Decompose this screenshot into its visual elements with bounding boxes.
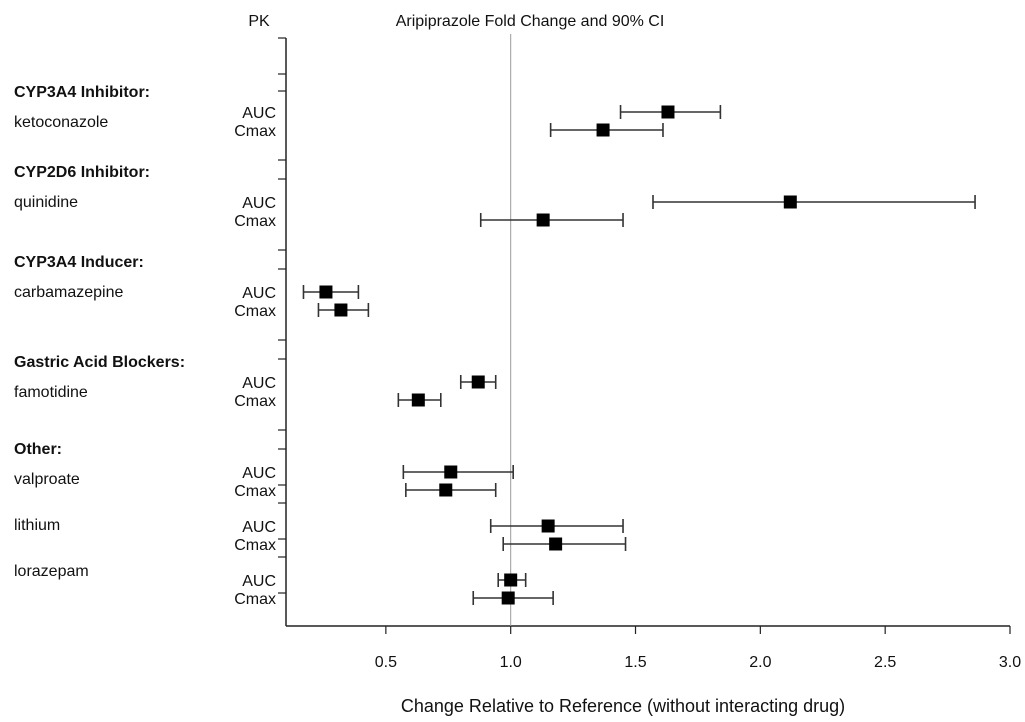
pk-label: Cmax <box>234 303 276 320</box>
drug-label: lithium <box>14 517 60 534</box>
point-estimate <box>596 123 610 137</box>
pk-label: Cmax <box>234 123 276 140</box>
pk-label: Cmax <box>234 213 276 230</box>
point-estimate <box>471 375 485 389</box>
drug-label: ketoconazole <box>14 114 108 131</box>
x-tick-label: 2.5 <box>874 654 896 671</box>
pk-label: AUC <box>242 105 276 122</box>
drug-label: carbamazepine <box>14 284 124 301</box>
point-estimate <box>661 105 675 119</box>
pk-label: AUC <box>242 519 276 536</box>
pk-label: AUC <box>242 573 276 590</box>
group-label: Gastric Acid Blockers: <box>14 354 185 371</box>
point-estimate <box>536 213 550 227</box>
x-tick-label: 1.5 <box>624 654 646 671</box>
point-estimate <box>549 537 563 551</box>
point-estimate <box>783 195 797 209</box>
x-tick-label: 1.0 <box>500 654 522 671</box>
group-label: CYP2D6 Inhibitor: <box>14 164 150 181</box>
pk-label: AUC <box>242 375 276 392</box>
drug-label: famotidine <box>14 384 88 401</box>
header: PK Aripiprazole Fold Change and 90% CI <box>248 13 664 30</box>
plot-marks <box>302 105 976 605</box>
x-axis-label: Change Relative to Reference (without in… <box>401 696 845 716</box>
point-estimate <box>444 465 458 479</box>
pk-label: Cmax <box>234 591 276 608</box>
pk-label: AUC <box>242 195 276 212</box>
row-labels: CYP3A4 Inhibitor:ketoconazoleAUCCmaxCYP2… <box>14 84 276 608</box>
pk-label: Cmax <box>234 393 276 410</box>
drug-label: quinidine <box>14 194 78 211</box>
pk-column-header: PK <box>248 13 270 30</box>
group-label: CYP3A4 Inducer: <box>14 254 144 271</box>
point-estimate <box>501 591 515 605</box>
pk-label: AUC <box>242 285 276 302</box>
group-label: Other: <box>14 441 62 458</box>
point-estimate <box>504 573 518 587</box>
drug-label: lorazepam <box>14 563 89 580</box>
pk-label: Cmax <box>234 483 276 500</box>
pk-label: AUC <box>242 465 276 482</box>
point-estimate <box>439 483 453 497</box>
group-label: CYP3A4 Inhibitor: <box>14 84 150 101</box>
drug-label: valproate <box>14 471 80 488</box>
axes: 0.5 1.0 1.5 2.0 2.5 3.0 <box>278 34 1021 671</box>
point-estimate <box>319 285 333 299</box>
x-tick-label: 0.5 <box>375 654 397 671</box>
chart-title: Aripiprazole Fold Change and 90% CI <box>396 13 665 30</box>
point-estimate <box>411 393 425 407</box>
x-tick-label: 2.0 <box>749 654 771 671</box>
point-estimate <box>334 303 348 317</box>
point-estimate <box>541 519 555 533</box>
x-tick-label: 3.0 <box>999 654 1021 671</box>
pk-label: Cmax <box>234 537 276 554</box>
